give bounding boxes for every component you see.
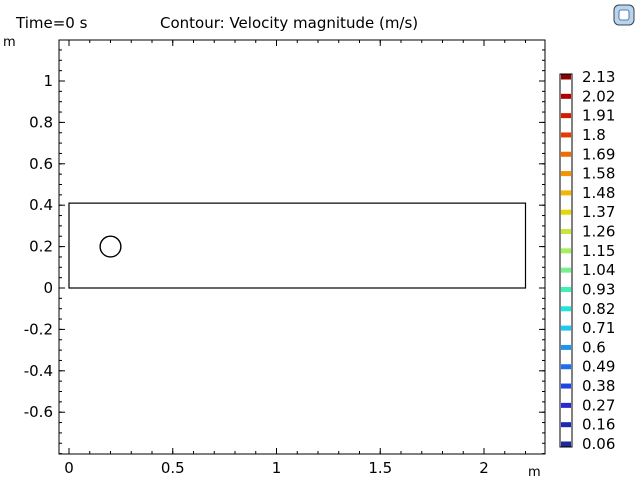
y-axis-unit: m [3,35,16,50]
colorbar-label: 0.6 [582,338,606,356]
colorbar-label: 1.8 [582,126,606,144]
colorbar-label: 0.16 [582,416,615,434]
cylinder-circle [99,235,122,258]
y-tick-label: -0.2 [24,320,53,338]
y-axis: 1 0.8 0.6 0.4 0.2 0 -0.2 -0.4 -0.6 [24,49,545,455]
colorbar-label: 2.13 [582,68,615,86]
colorbar-label: 0.49 [582,358,615,376]
colorbar-band [561,441,571,447]
y-tick-label: -0.4 [24,362,53,380]
colorbar-band [561,132,571,138]
app-logo-icon [613,4,635,26]
x-tick-label: 2 [479,459,489,477]
colorbar-label: 1.58 [582,165,615,183]
y-tick-label: 0.2 [29,238,53,256]
colorbar-band [561,171,571,177]
time-label: Time=0 s [15,14,88,32]
colorbar-label: 0.82 [582,300,615,318]
x-tick-label: 0.5 [161,459,185,477]
x-tick-label: 1 [272,459,282,477]
colorbar-label: 1.91 [582,107,615,125]
colorbar-label: 1.15 [582,242,615,260]
x-axis-unit: m [528,465,541,480]
colorbar-label: 1.04 [582,261,615,279]
colorbar-band [561,422,571,428]
colorbar-band [561,325,571,331]
colorbar-label: 1.48 [582,184,615,202]
colorbar-label: 1.26 [582,223,615,241]
colorbar-band [561,229,571,235]
colorbar-band [561,248,571,254]
colorbar-band [561,93,571,99]
colorbar-band [561,364,571,370]
colorbar-band [561,383,571,389]
y-tick-label: 0.6 [29,155,53,173]
x-tick-label: 0 [64,459,74,477]
colorbar-band [561,402,571,408]
colorbar-legend: 2.132.02 1.911.81.69 1.581.481.37 1.261.151… [559,68,615,453]
colorbar-label: 1.69 [582,145,615,163]
colorbar-band [561,306,571,312]
axes-frame [58,39,546,455]
colorbar-band [561,151,571,157]
colorbar-label: 1.37 [582,203,615,221]
colorbar-label: 0.93 [582,280,615,298]
y-tick-label: 0.8 [29,113,53,131]
y-tick-label: 0 [43,279,53,297]
plot-title: Contour: Velocity magnitude (m/s) [160,14,418,32]
y-tick-label: 1 [43,72,53,90]
x-tick-label: 1.5 [368,459,392,477]
x-axis: 0 0.5 1 1.5 2 [64,40,526,477]
colorbar-label: 0.71 [582,319,615,337]
plot-area [68,202,527,289]
y-tick-label: 0.4 [29,196,53,214]
colorbar-label: 0.06 [582,435,615,453]
colorbar-label: 0.38 [582,377,615,395]
colorbar-band [561,113,571,119]
colorbar-band [561,344,571,350]
colorbar-frame [559,73,573,448]
colorbar-label: 2.02 [582,87,615,105]
colorbar-band [561,190,571,196]
y-tick-label: -0.6 [24,403,53,421]
colorbar-label: 0.27 [582,396,615,414]
colorbar-band [561,286,571,292]
colorbar-band [561,209,571,215]
colorbar-band [561,74,571,80]
colorbar-band [561,267,571,273]
channel-rectangle [68,202,527,289]
